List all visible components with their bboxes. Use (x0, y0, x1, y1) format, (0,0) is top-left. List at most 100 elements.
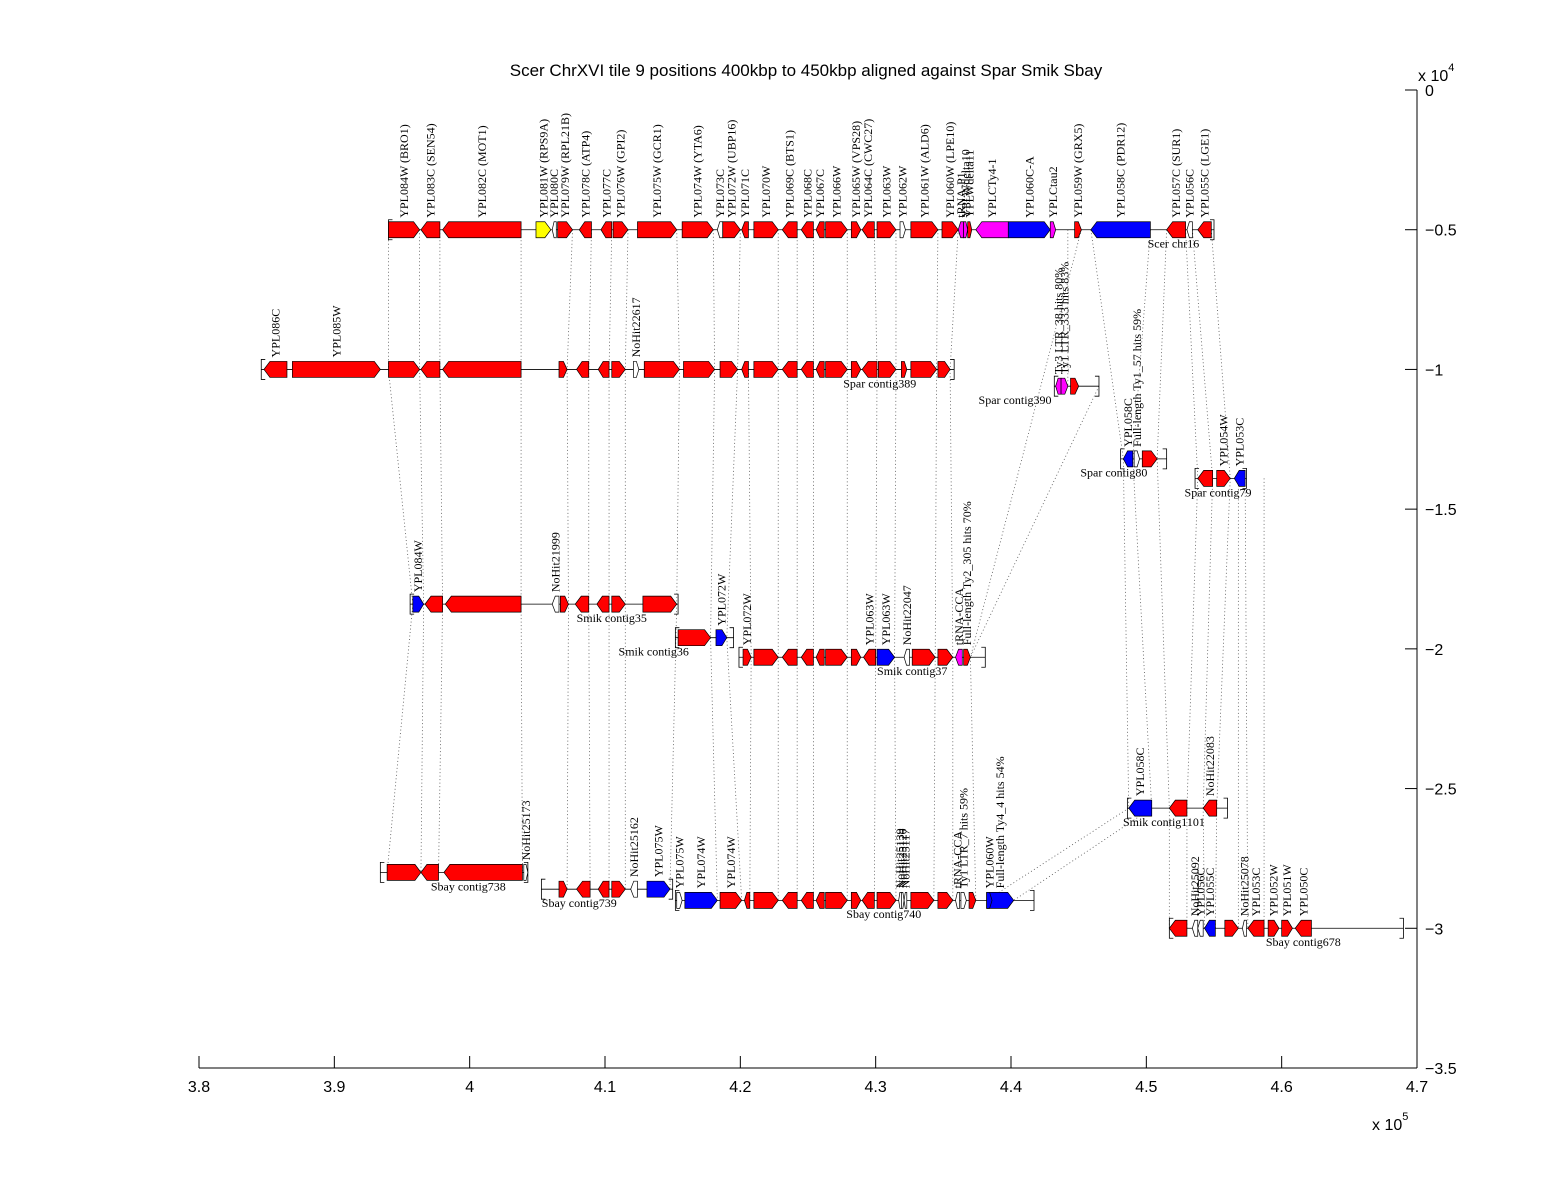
homology-link (873, 229, 878, 370)
gene-label: NoHit25078 (1237, 856, 1251, 916)
homology-link (566, 604, 569, 890)
links-layer (386, 229, 1265, 929)
gene-label: YPLCtau2 (1046, 166, 1060, 217)
y-tick-label: −1 (1425, 362, 1443, 379)
gene-arrow (960, 891, 967, 909)
gene-arrow (744, 891, 751, 909)
x-tick-label: 4 (465, 1079, 474, 1096)
x-tick-label: 4.2 (729, 1079, 751, 1096)
gene-arrow (863, 648, 877, 666)
gene-label: YPL051W (1280, 864, 1294, 917)
homology-link (386, 604, 414, 873)
gene-arrow (443, 864, 523, 881)
homology-link (1186, 478, 1199, 809)
gene-label: tRNA-CCA (951, 831, 965, 889)
gene-label: YPL085W (329, 305, 343, 358)
y-exponent-label: x 104 (1418, 62, 1454, 85)
gene-label: NoHit22047 (900, 585, 914, 645)
gene-arrow (968, 891, 977, 909)
gene-arrow (1242, 919, 1247, 937)
gene-label: YPL076W (GPI2) (614, 130, 628, 218)
contig-start-bracket (674, 889, 680, 911)
gene-label: YPL067C (813, 169, 827, 218)
gene-arrow (612, 221, 629, 239)
gene-label: Ty3 LTR_38 hits 80% (1051, 268, 1065, 374)
gene-label: YPL052W (1267, 864, 1281, 917)
contig-end-bracket (1210, 219, 1215, 241)
homology-link (1202, 478, 1214, 809)
gene-label: Full-length Ty2_305 hits 70% (960, 501, 974, 645)
gene-label: YPL065W (VPS28) (849, 121, 863, 218)
gene-arrow (937, 361, 951, 378)
gene-label: NoHit25117 (898, 829, 912, 889)
gene-arrow (722, 221, 741, 239)
gene-arrow (861, 361, 878, 378)
contig-label: Scer chr16 (1148, 237, 1200, 251)
homology-link (970, 386, 1100, 658)
gene-arrow (963, 648, 971, 666)
gene-label: NoHit22083 (1203, 736, 1217, 796)
gene-arrow (937, 648, 954, 666)
gene-label: NoHit25139 (893, 828, 907, 888)
homology-link (676, 229, 680, 370)
homology-link (986, 807, 1129, 901)
gene-label: YPL082C (MOT1) (475, 125, 489, 217)
gene-arrow (424, 595, 443, 613)
gene-arrow (741, 221, 749, 239)
gene-arrow (1166, 221, 1186, 239)
gene-arrow (753, 891, 779, 909)
gene-arrow (596, 595, 610, 613)
gene-arrow (420, 221, 441, 239)
gene-label: YPL058C (1121, 398, 1135, 447)
gene-arrow (1197, 919, 1204, 937)
gene-arrow (957, 221, 964, 239)
gene-arrow (861, 221, 875, 239)
gene-arrow (941, 221, 959, 239)
gene-arrow (1122, 450, 1134, 468)
x-tick-label: 4.1 (594, 1079, 616, 1096)
gene-label: YPL061W (ALD6) (917, 124, 931, 217)
gene-arrow (1281, 919, 1293, 937)
gene-arrow (850, 361, 862, 378)
contig-end-bracket (1030, 889, 1035, 911)
gene-arrow (910, 361, 938, 378)
x-tick-label: 4.6 (1271, 1079, 1293, 1096)
gene-arrow (1128, 799, 1153, 817)
x-tick-label: 3.8 (188, 1079, 210, 1096)
gene-label: YPL063W (879, 593, 893, 646)
gene-arrow (1294, 919, 1312, 937)
gene-label: Ty1 LTR_333 hits 83% (1057, 262, 1071, 374)
gene-label: YPL063W (863, 593, 877, 646)
gene-arrow (1070, 377, 1080, 395)
gene-arrow (676, 891, 683, 909)
contig-start-bracket (1053, 375, 1059, 397)
gene-label: YPL083C (SEN54) (423, 123, 437, 217)
homology-link (388, 369, 414, 605)
y-tick-label: −2.5 (1425, 782, 1457, 799)
gene-arrow (715, 629, 728, 647)
contig-label: Sbay contig738 (431, 879, 506, 893)
gene-label: YPL058C (PDR12) (1114, 123, 1128, 218)
gene-label: YPL074W (YTA6) (691, 125, 705, 217)
contig-label: Sbay contig739 (542, 896, 617, 910)
contig-track: Scer chr16 YPL084W (BRO1) YPL083C (SEN54) Y… (388, 113, 1215, 251)
gene-arrow (753, 361, 779, 378)
gene-arrow (576, 361, 590, 378)
gene-arrow (876, 221, 897, 239)
y-tick-label: −3 (1425, 921, 1443, 938)
contig-end-bracket (1162, 448, 1168, 470)
gene-arrow (558, 361, 568, 378)
contig-label: Spar contig79 (1185, 485, 1252, 499)
gene-arrow (1247, 919, 1265, 937)
gene-label: YPL074W (694, 836, 708, 889)
gene-arrow (850, 648, 862, 666)
contig-label: Spar contig389 (843, 376, 916, 390)
gene-arrow (1055, 377, 1062, 395)
homology-link (1216, 478, 1231, 809)
gene-arrow (1133, 450, 1140, 468)
gene-arrow (1191, 919, 1199, 937)
gene-label: Ty1 LTR_7 hits 59% (957, 788, 971, 888)
gene-arrow (742, 648, 752, 666)
gene-label: YPL055C (1203, 868, 1217, 917)
